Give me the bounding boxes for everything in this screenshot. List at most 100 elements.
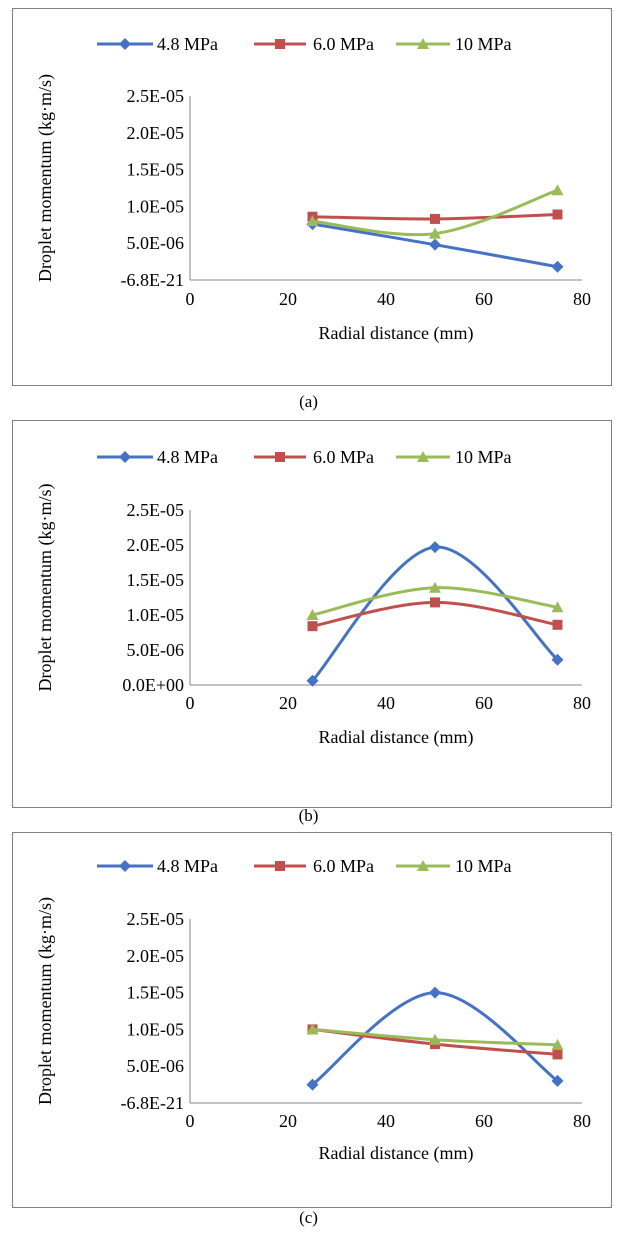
- series-a-1: [307, 209, 563, 224]
- data-point-1-1: [430, 597, 440, 608]
- legend-marker-1: [275, 39, 285, 49]
- data-point-1-2: [552, 619, 563, 630]
- legend-marker-0: [119, 38, 131, 50]
- legend-b: 4.8 MPa 6.0 MPa 10 MPa: [97, 447, 512, 467]
- y-tick-label-3: 1.5E-05: [127, 570, 185, 590]
- x-tick-label-3: 60: [475, 1111, 493, 1131]
- chart-panel-b: 4.8 MPa 6.0 MPa 10 MPa 0.0E+00 5.0E-06 1.0E-0…: [12, 420, 612, 808]
- data-point-0-1: [429, 986, 441, 999]
- legend-marker-0: [119, 451, 131, 463]
- data-point-2-1: [429, 227, 441, 239]
- data-point-2-2: [551, 601, 564, 613]
- data-point-2-1: [429, 581, 441, 593]
- legend-label-0: 4.8 MPa: [157, 34, 218, 54]
- y-tick-label-4: 2.0E-05: [127, 535, 185, 555]
- series-b-2: [306, 581, 564, 620]
- y-tick-label-0: -6.8E-21: [121, 270, 184, 290]
- data-point-0-2: [551, 653, 564, 666]
- x-tick-label-4: 80: [573, 693, 591, 713]
- caption-a: (a): [299, 392, 318, 411]
- y-tick-label-4: 2.0E-05: [127, 946, 185, 966]
- legend-marker-0: [119, 860, 131, 872]
- y-tick-label-0: 0.0E+00: [122, 675, 184, 695]
- x-tick-label-3: 60: [475, 289, 493, 309]
- data-point-2-0: [306, 215, 319, 227]
- data-point-0-0: [306, 674, 319, 687]
- x-tick-label-4: 80: [573, 1111, 591, 1131]
- x-tick-label-2: 40: [377, 693, 395, 713]
- x-tick-label-1: 20: [279, 289, 297, 309]
- data-point-1-1: [430, 213, 440, 224]
- x-tick-label-1: 20: [279, 693, 297, 713]
- y-tick-label-1: 5.0E-06: [127, 1056, 185, 1076]
- y-tick-label-5: 2.5E-05: [127, 86, 185, 106]
- x-tick-label-1: 20: [279, 1111, 297, 1131]
- caption-c: (c): [299, 1208, 318, 1227]
- series-c-2: [306, 1023, 564, 1050]
- data-point-0-2: [551, 260, 564, 273]
- x-tick-label-0: 0: [186, 693, 195, 713]
- x-tick-label-4: 80: [573, 289, 591, 309]
- y-tick-label-3: 1.5E-05: [127, 983, 185, 1003]
- series-a-0: [306, 218, 564, 273]
- x-axis-title-c: Radial distance (mm): [319, 1143, 474, 1164]
- data-point-2-0: [306, 1023, 319, 1035]
- y-tick-label-4: 2.0E-05: [127, 123, 185, 143]
- legend-marker-1: [275, 452, 285, 462]
- chart-svg-a: 4.8 MPa 6.0 MPa 10 MPa -6.8E-21 5.0E-06 1.0E-…: [35, 34, 591, 344]
- legend-label-2: 10 MPa: [455, 447, 512, 467]
- chart-panel-a: 4.8 MPa 6.0 MPa 10 MPa -6.8E-21 5.0E-06 1.0E-…: [12, 8, 612, 386]
- y-tick-label-2: 1.0E-05: [127, 1019, 185, 1039]
- chart-svg-c: 4.8 MPa 6.0 MPa 10 MPa -6.8E-21 5.0E-06 1.0E-…: [35, 856, 591, 1164]
- y-tick-label-3: 1.5E-05: [127, 160, 185, 180]
- series-b-0: [306, 541, 564, 687]
- y-tick-label-0: -6.8E-21: [121, 1093, 184, 1113]
- legend-a: 4.8 MPa 6.0 MPa 10 MPa: [97, 34, 512, 54]
- data-point-2-2: [551, 184, 564, 196]
- y-tick-label-2: 1.0E-05: [127, 605, 185, 625]
- legend-marker-2: [417, 38, 429, 49]
- chart-panel-c: 4.8 MPa 6.0 MPa 10 MPa -6.8E-21 5.0E-06 1.0E-…: [12, 832, 612, 1208]
- x-axis-title-b: Radial distance (mm): [319, 727, 474, 748]
- data-point-1-2: [552, 209, 563, 220]
- y-tick-label-1: 5.0E-06: [127, 640, 185, 660]
- legend-label-1: 6.0 MPa: [313, 34, 374, 54]
- data-point-0-0: [306, 1078, 319, 1091]
- legend-c: 4.8 MPa 6.0 MPa 10 MPa: [97, 856, 512, 876]
- data-point-1-0: [307, 621, 318, 632]
- y-tick-label-5: 2.5E-05: [127, 909, 185, 929]
- legend-marker-2: [417, 860, 429, 871]
- y-tick-label-2: 1.0E-05: [127, 196, 185, 216]
- legend-label-0: 4.8 MPa: [157, 856, 218, 876]
- data-point-0-1: [429, 238, 441, 251]
- x-tick-label-0: 0: [186, 289, 195, 309]
- y-tick-label-5: 2.5E-05: [127, 500, 185, 520]
- x-tick-label-0: 0: [186, 1111, 195, 1131]
- y-axis-title-a: Droplet momentum (kg·m/s): [35, 74, 56, 282]
- y-axis-title-c: Droplet momentum (kg·m/s): [35, 897, 56, 1105]
- x-axis-title-a: Radial distance (mm): [319, 323, 474, 344]
- series-c-0: [306, 986, 564, 1091]
- legend-label-2: 10 MPa: [455, 856, 512, 876]
- chart-svg-b: 4.8 MPa 6.0 MPa 10 MPa 0.0E+00 5.0E-06 1.0E-0…: [35, 447, 591, 748]
- legend-marker-1: [275, 861, 285, 871]
- legend-label-0: 4.8 MPa: [157, 447, 218, 467]
- legend-label-1: 6.0 MPa: [313, 856, 374, 876]
- data-point-0-2: [551, 1074, 564, 1087]
- x-tick-label-2: 40: [377, 1111, 395, 1131]
- y-tick-label-1: 5.0E-06: [127, 233, 185, 253]
- series-b-1: [307, 597, 563, 632]
- data-point-0-1: [429, 541, 441, 554]
- data-point-2-0: [306, 609, 319, 620]
- data-point-2-2: [551, 1038, 564, 1050]
- y-axis-title-b: Droplet momentum (kg·m/s): [35, 484, 56, 692]
- data-point-1-2: [552, 1049, 563, 1060]
- series-line-0: [311, 545, 559, 682]
- legend-marker-2: [417, 451, 429, 462]
- x-tick-label-2: 40: [377, 289, 395, 309]
- data-point-2-1: [429, 1033, 441, 1045]
- legend-label-1: 6.0 MPa: [313, 447, 374, 467]
- series-a-2: [306, 184, 564, 239]
- caption-b: (b): [298, 806, 319, 825]
- legend-label-2: 10 MPa: [455, 34, 512, 54]
